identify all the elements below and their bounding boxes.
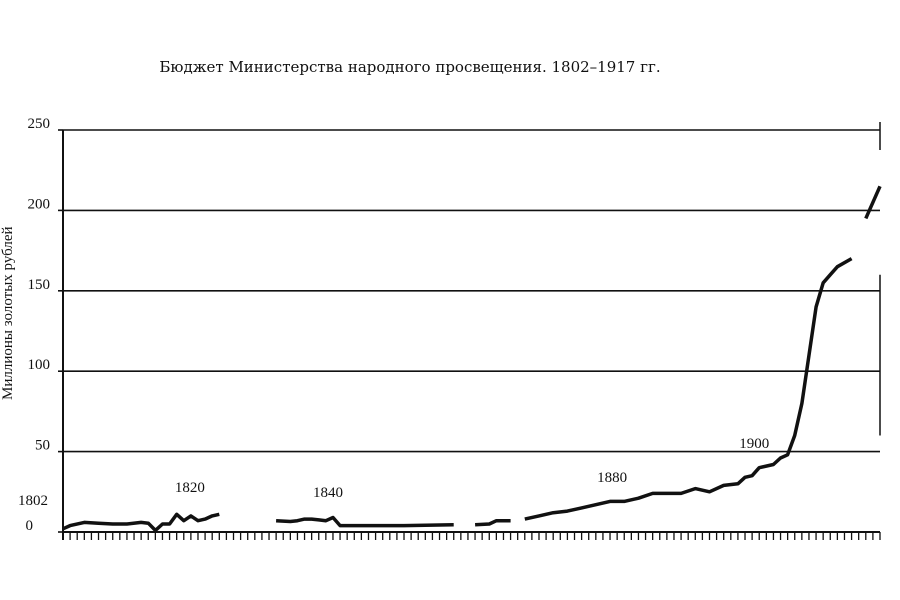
y-tick-label: 50 — [35, 438, 50, 454]
year-annotation: 1802 — [18, 493, 48, 509]
year-annotation: 1880 — [597, 470, 627, 486]
x-tick-marks — [62, 532, 881, 540]
y-axis-label: Миллионы золотых рублей — [0, 226, 16, 400]
grid-lines — [63, 129, 880, 453]
y-tick-labels: 0 50 100 150 200 250 — [26, 116, 51, 534]
year-annotation: 1840 — [313, 485, 343, 501]
series-line-segment — [524, 257, 853, 521]
series-line-segment — [864, 185, 882, 220]
chart-title: Бюджет Министерства народного просвещени… — [159, 58, 661, 76]
y-tick-label: 100 — [28, 357, 51, 373]
year-annotations: 1802 1820 1840 1880 1900 — [18, 436, 769, 509]
series-line-segment — [62, 512, 220, 533]
y-tick-label: 150 — [28, 277, 51, 293]
year-annotation: 1900 — [739, 436, 769, 452]
y-tick-label: 200 — [28, 196, 51, 212]
axes — [58, 122, 881, 540]
year-annotation: 1820 — [175, 480, 205, 496]
y-tick-label: 250 — [28, 116, 51, 132]
y-tick-label: 0 — [26, 518, 34, 534]
series-line-segment — [276, 515, 454, 528]
series-line-segment — [475, 518, 511, 527]
series-lines — [62, 185, 882, 533]
